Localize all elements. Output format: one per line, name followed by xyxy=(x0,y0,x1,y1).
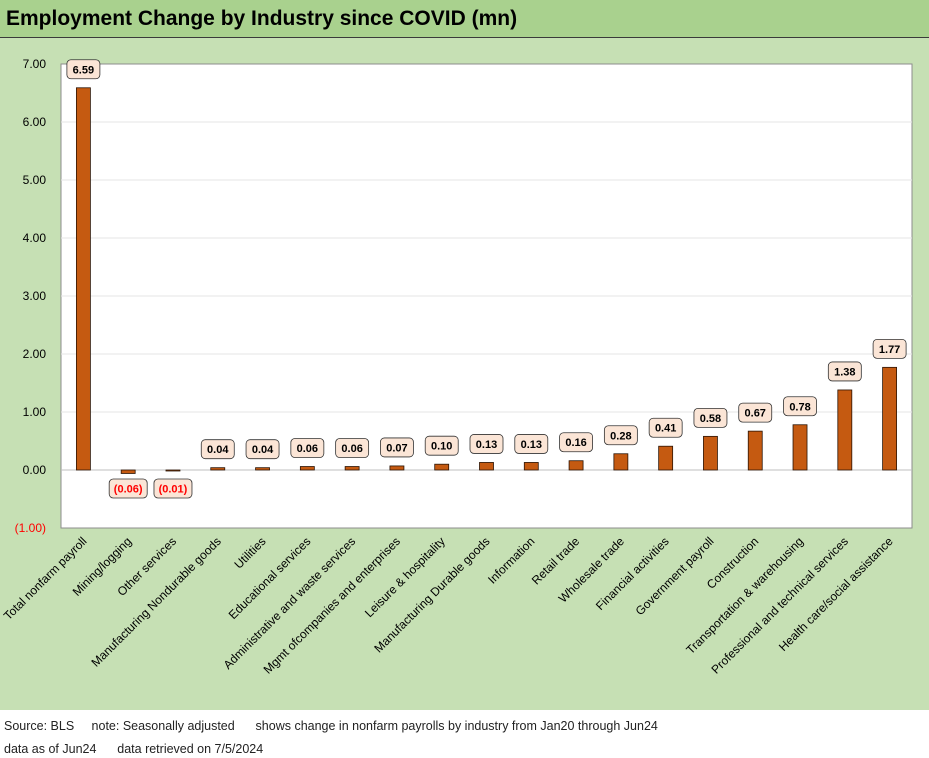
bar xyxy=(882,366,898,471)
data-label: 0.04 xyxy=(252,444,274,456)
data-label-box xyxy=(424,435,459,456)
data-label: 1.38 xyxy=(834,366,855,378)
bar xyxy=(255,467,270,471)
x-category-label: Government payroll xyxy=(633,534,717,618)
data-label: 0.04 xyxy=(207,444,229,456)
bar xyxy=(747,430,763,471)
data-label: 0.07 xyxy=(386,442,407,454)
data-label-box xyxy=(738,402,773,423)
bar xyxy=(434,463,450,471)
data-label: 0.78 xyxy=(789,401,810,413)
bar xyxy=(165,469,181,472)
data-label-box xyxy=(559,432,593,453)
bar xyxy=(703,435,718,471)
data-label-box xyxy=(335,438,370,458)
bar xyxy=(299,466,315,471)
bar xyxy=(523,462,539,471)
bar xyxy=(613,453,629,471)
data-label: 6.59 xyxy=(73,64,94,76)
data-label-box xyxy=(648,417,683,438)
y-tick-label: 5.00 xyxy=(23,173,47,187)
x-category-label: Educational services xyxy=(226,534,314,622)
footer: Source: BLS note: Seasonally adjusted sh… xyxy=(0,710,929,758)
y-tick-label: 4.00 xyxy=(23,231,47,245)
source-note: Source: BLS note: Seasonally adjusted sh… xyxy=(4,719,658,733)
y-tick-label: 6.00 xyxy=(23,115,47,129)
data-label-box xyxy=(827,361,862,382)
data-label-box xyxy=(108,478,148,499)
data-label-box xyxy=(872,338,907,359)
y-tick-label: 1.00 xyxy=(23,405,47,419)
bar xyxy=(120,469,136,474)
data-label: 1.77 xyxy=(879,344,900,356)
bar xyxy=(658,445,674,471)
chart-area: 7.00 6.00 5.00 4.00 3.00 2.00 1.00 0.00 (1.00) 6.… xyxy=(0,38,929,710)
bar xyxy=(75,87,91,471)
x-category-label: Leisure & hospitality xyxy=(362,534,448,620)
data-label-box xyxy=(603,425,638,446)
data-label: 0.13 xyxy=(476,439,497,451)
title-bar: Employment Change by Industry since COVI… xyxy=(0,0,929,38)
data-label: 0.16 xyxy=(565,437,586,449)
data-label-box xyxy=(153,478,193,499)
data-label: (0.01) xyxy=(159,484,188,496)
data-date-note: data as of Jun24 data retrieved on 7/5/2… xyxy=(4,742,264,756)
y-tick-label: 0.00 xyxy=(23,463,47,477)
data-label: 0.13 xyxy=(521,439,542,451)
bar xyxy=(568,460,584,471)
data-label-box xyxy=(783,396,817,417)
data-label-box xyxy=(245,439,280,460)
x-category-label: Total nonfarm payroll xyxy=(1,534,90,623)
chart-title: Employment Change by Industry since COVI… xyxy=(6,7,518,30)
data-label-box xyxy=(469,434,504,454)
bar xyxy=(837,389,853,471)
data-label-box xyxy=(290,438,325,458)
data-label: 0.41 xyxy=(655,423,676,435)
bar xyxy=(344,466,360,471)
data-label: 0.28 xyxy=(610,430,631,442)
data-label: (0.06) xyxy=(114,484,143,496)
y-tick-label: 2.00 xyxy=(23,347,47,361)
bar-chart: 7.00 6.00 5.00 4.00 3.00 2.00 1.00 0.00 (1.00) 6.… xyxy=(1,57,913,677)
bar xyxy=(389,465,405,471)
data-label: 0.10 xyxy=(431,441,452,453)
bar xyxy=(479,462,494,471)
data-label-box xyxy=(200,439,235,460)
bar xyxy=(210,467,226,471)
y-tick-label: 3.00 xyxy=(23,289,47,303)
data-label: 0.06 xyxy=(341,443,362,455)
y-tick-label: 7.00 xyxy=(23,57,47,71)
data-label: 0.58 xyxy=(700,413,721,425)
y-tick-label: (1.00) xyxy=(15,521,46,535)
x-category-label: Utilities xyxy=(231,534,268,571)
data-label-box xyxy=(514,434,549,454)
data-label: 0.06 xyxy=(297,443,318,455)
data-label-box xyxy=(66,59,101,80)
data-label-box xyxy=(693,407,728,428)
bar xyxy=(792,424,808,471)
data-label-box xyxy=(380,437,414,458)
data-label: 0.67 xyxy=(745,408,766,420)
